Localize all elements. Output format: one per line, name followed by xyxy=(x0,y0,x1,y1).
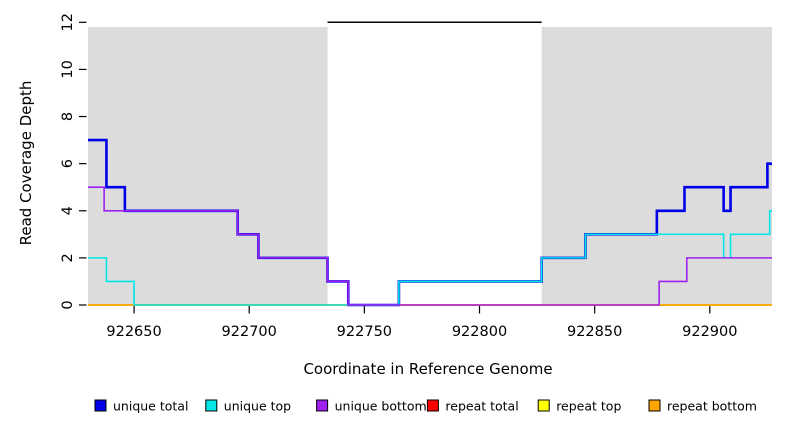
legend-label: repeat bottom xyxy=(667,399,757,414)
x-tick-label: 922650 xyxy=(106,324,161,340)
x-axis-title: Coordinate in Reference Genome xyxy=(303,360,552,378)
legend-label: unique total xyxy=(113,399,188,414)
x-tick-label: 922850 xyxy=(567,324,622,340)
legend-label: unique bottom xyxy=(335,399,427,414)
legend-label: repeat total xyxy=(445,399,518,414)
legend-swatch-repeat-total xyxy=(426,399,439,412)
axes-layer: 922650 922700 922750 922800 922850 922900 0 2 4 6… xyxy=(60,13,737,340)
y-tick-label: 6 xyxy=(60,159,76,168)
shaded-region xyxy=(541,27,772,306)
legend-swatch-unique-top xyxy=(205,399,218,412)
legend: unique total unique top unique bottom repea… xyxy=(94,399,757,414)
y-tick-label: 0 xyxy=(60,300,76,309)
legend-label: unique top xyxy=(224,399,291,414)
x-tick-label: 922800 xyxy=(452,324,507,340)
y-tick-label: 12 xyxy=(60,13,76,31)
y-tick-label: 8 xyxy=(60,112,76,121)
shaded-region xyxy=(88,27,328,306)
y-tick-label: 4 xyxy=(60,206,76,215)
legend-swatch-unique-bottom xyxy=(316,399,329,412)
legend-swatch-repeat-bottom xyxy=(648,399,661,412)
y-tick-label: 10 xyxy=(60,60,76,78)
shaded-regions-layer xyxy=(88,27,772,306)
series-line-unique-bottom xyxy=(88,186,772,306)
x-tick-label: 922900 xyxy=(682,324,737,340)
legend-swatch-repeat-top xyxy=(537,399,550,412)
series-line-unique-top xyxy=(88,209,772,306)
legend-label: repeat top xyxy=(556,399,621,414)
x-tick-label: 922700 xyxy=(222,324,277,340)
series-lines-layer xyxy=(88,138,772,307)
legend-swatch-unique-total xyxy=(94,399,107,412)
y-tick-label: 2 xyxy=(60,253,76,262)
y-axis-title: Read Coverage Depth xyxy=(17,81,35,246)
x-tick-label: 922750 xyxy=(337,324,392,340)
